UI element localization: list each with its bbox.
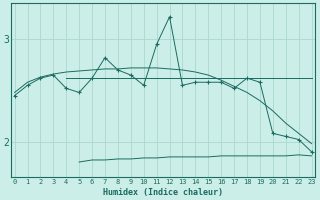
X-axis label: Humidex (Indice chaleur): Humidex (Indice chaleur) bbox=[103, 188, 223, 197]
